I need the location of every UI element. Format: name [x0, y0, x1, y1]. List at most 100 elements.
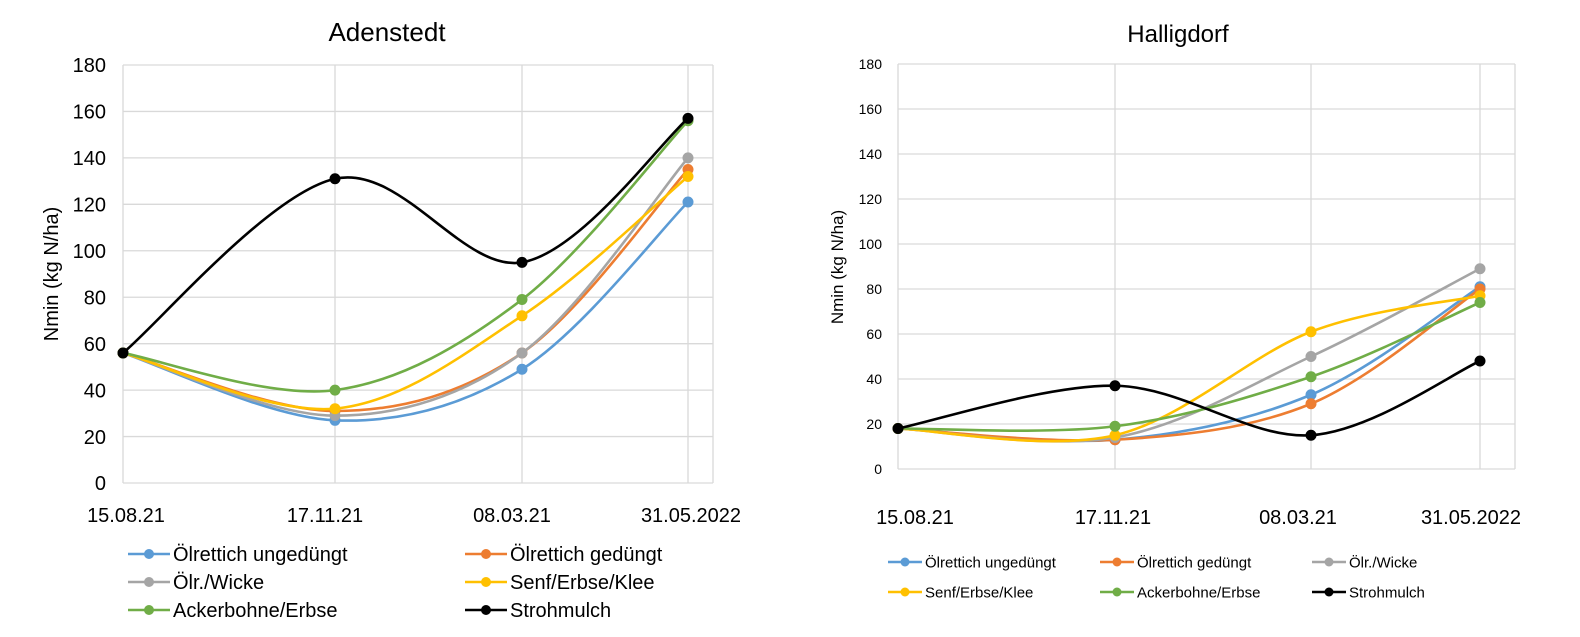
data-point-marker: [516, 294, 528, 306]
series-oelrettich-ungeduengt: [892, 281, 1486, 446]
series-line: [121, 175, 690, 411]
legend-swatch-marker: [481, 549, 491, 559]
x-tick-label: 17.11.21: [1075, 507, 1151, 529]
series-line: [896, 359, 1482, 437]
series-line: [896, 301, 1482, 432]
legend-swatch-marker: [144, 605, 154, 615]
data-point-marker: [329, 403, 341, 415]
y-tick-label: 160: [859, 101, 883, 117]
legend-label: Senf/Erbse/Klee: [925, 584, 1033, 601]
legend-label: Ölr./Wicke: [1349, 553, 1417, 571]
y-axis-label: Nmin (kg N/ha): [41, 207, 63, 341]
y-tick-label: 40: [84, 380, 106, 402]
data-point-marker: [516, 347, 528, 359]
legend-swatch-marker: [1112, 557, 1122, 567]
y-tick-label: 0: [874, 461, 882, 477]
legend-item: Ölrettich gedüngt: [465, 544, 663, 566]
data-point-marker: [1474, 263, 1486, 275]
data-point-marker: [1305, 351, 1317, 362]
chart-title: Halligdorf: [1127, 21, 1229, 48]
series-strohmulch: [892, 355, 1486, 441]
legend-swatch-marker: [1324, 557, 1334, 567]
y-tick-label: 180: [859, 56, 883, 72]
chart-adenstedt: 0 20 40 60 80 100 120 140 160 180 15.08.21 17.11.21…: [41, 17, 741, 622]
legend-label: Ölrettich gedüngt: [1137, 553, 1252, 571]
legend-swatch-marker: [1112, 587, 1122, 597]
x-tick-label: 31.05.2022: [641, 505, 741, 527]
legend-item: Senf/Erbse/Klee: [888, 584, 1033, 601]
legend-label: Ölr./Wicke: [173, 572, 264, 594]
legend-adenstedt: Ölrettich ungedüngt Ölrettich gedüngt Ölr.…: [128, 544, 663, 622]
series-line: [121, 119, 690, 393]
series-ackerbohne-erbse: [892, 297, 1486, 434]
legend-label: Senf/Erbse/Klee: [510, 572, 655, 594]
x-tick-label: 31.05.2022: [1421, 507, 1521, 529]
series-oelrettich-ungeduengt: [117, 196, 694, 426]
legend-label: Strohmulch: [1349, 584, 1425, 601]
legend-item: Ölr./Wicke: [1312, 553, 1417, 571]
data-point-marker: [682, 112, 694, 124]
x-tick-label: 08.03.21: [473, 505, 551, 527]
legend-label: Ölrettich ungedüngt: [173, 544, 348, 566]
data-point-marker: [1305, 398, 1317, 410]
series-line: [896, 287, 1482, 442]
legend-swatch-marker: [144, 577, 154, 587]
y-tick-label: 100: [859, 236, 883, 252]
data-point-marker: [892, 423, 904, 434]
data-point-marker: [682, 170, 694, 182]
data-point-marker: [1109, 380, 1121, 392]
y-tick-label: 140: [73, 148, 106, 170]
legend-item: Ölrettich gedüngt: [1100, 553, 1252, 571]
y-tick-label: 20: [84, 427, 106, 449]
series-oelrettich-geduengt: [117, 164, 694, 417]
legend-label: Ackerbohne/Erbse: [1137, 584, 1260, 601]
legend-label: Strohmulch: [510, 600, 611, 622]
data-point-marker: [117, 347, 129, 359]
y-tick-label: 140: [859, 146, 883, 162]
data-point-marker: [682, 152, 694, 164]
data-point-marker: [1305, 371, 1317, 383]
legend-label: Ölrettich gedüngt: [510, 544, 663, 566]
legend-item: Senf/Erbse/Klee: [465, 572, 655, 594]
series-line: [121, 117, 690, 355]
legend-swatch-marker: [1324, 587, 1334, 597]
data-point-marker: [1305, 429, 1317, 441]
legend-label: Ackerbohne/Erbse: [173, 600, 338, 622]
y-tick-label: 160: [73, 102, 106, 124]
legend-swatch-marker: [481, 577, 491, 587]
legend-item: Ölr./Wicke: [128, 572, 264, 594]
y-tick-label: 60: [84, 334, 106, 356]
y-tick-label: 180: [73, 55, 106, 77]
data-point-marker: [329, 384, 341, 396]
series-line: [121, 200, 690, 422]
x-tick-label: 17.11.21: [287, 505, 363, 527]
data-point-marker: [1474, 297, 1486, 308]
series-line: [896, 294, 1482, 443]
legend-halligdorf: Ölrettich ungedüngt Ölrettich gedüngt Ölr.…: [888, 553, 1425, 601]
y-tick-label: 120: [859, 191, 883, 207]
x-tick-label: 08.03.21: [1259, 507, 1337, 529]
y-axis-label: Nmin (kg N/ha): [828, 210, 847, 324]
y-tick-label: 60: [866, 326, 882, 342]
chart-title: Adenstedt: [328, 17, 446, 47]
data-point-marker: [1109, 420, 1121, 432]
data-point-marker: [682, 196, 694, 208]
series-line: [121, 156, 690, 417]
legend-item: Ackerbohne/Erbse: [128, 600, 338, 622]
data-point-marker: [516, 256, 528, 268]
legend-swatch-marker: [144, 549, 154, 559]
x-tick-label: 15.08.21: [87, 505, 165, 527]
legend-item: Ölrettich ungedüngt: [128, 544, 348, 566]
legend-item: Ölrettich ungedüngt: [888, 553, 1057, 571]
legend-swatch-marker: [481, 605, 491, 615]
data-point-marker: [1305, 326, 1317, 338]
data-point-marker: [516, 310, 528, 322]
legend-item: Strohmulch: [1312, 584, 1425, 601]
data-point-marker: [1474, 355, 1486, 367]
data-point-marker: [516, 363, 528, 375]
legend-swatch-marker: [900, 557, 910, 567]
y-tick-label: 0: [95, 473, 106, 495]
y-tick-label: 40: [866, 371, 882, 387]
y-tick-label: 120: [73, 195, 106, 217]
